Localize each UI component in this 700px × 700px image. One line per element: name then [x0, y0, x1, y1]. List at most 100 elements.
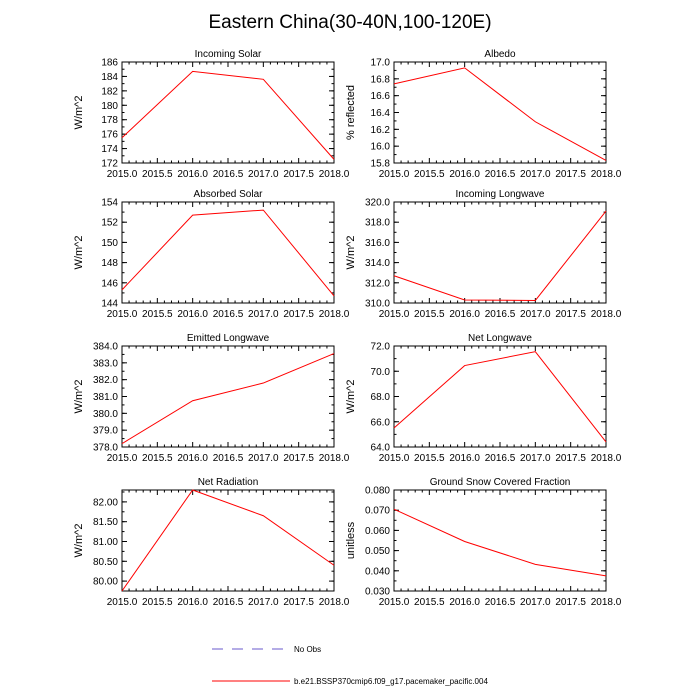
- chart-net-longwave: Net Longwave 2015.0 2015.5 2016.0 2016.5 2017…: [345, 333, 622, 464]
- x-tick-label: 2016.0: [449, 169, 480, 180]
- y-tick-label: 70.0: [371, 367, 391, 378]
- y-axis-label: W/m^2: [345, 236, 357, 270]
- x-tick-label: 2015.5: [414, 309, 445, 320]
- y-tick-label: 379.0: [93, 426, 118, 437]
- x-tick-label: 2018.0: [591, 597, 622, 608]
- y-tick-label: 184: [101, 72, 118, 83]
- x-tick-label: 2015.0: [107, 597, 138, 608]
- plot-frame: [393, 345, 607, 448]
- y-tick-label: 310.0: [365, 299, 390, 310]
- x-tick-label: 2015.5: [142, 453, 173, 464]
- y-tick-label: 81.50: [93, 517, 118, 528]
- x-tick-label: 2018.0: [591, 453, 622, 464]
- x-tick-label: 2016.5: [485, 169, 516, 180]
- y-tick-label: 320.0: [365, 198, 390, 209]
- y-axis-label: unitless: [345, 521, 357, 559]
- series-line: [121, 209, 335, 297]
- x-tick-label: 2016.0: [177, 309, 208, 320]
- plot-frame: [121, 201, 335, 304]
- series-line: [393, 67, 607, 161]
- y-tick-label: 146: [101, 278, 118, 289]
- figure-title: Eastern China(30-40N,100-120E): [208, 12, 491, 33]
- x-tick-label: 2015.0: [379, 453, 410, 464]
- y-axis-label: W/m^2: [73, 524, 85, 558]
- x-tick-label: 2015.5: [142, 169, 173, 180]
- y-tick-label: 154: [101, 198, 118, 209]
- y-tick-label: 186: [101, 58, 118, 69]
- y-tick-label: 15.8: [371, 159, 391, 170]
- y-axis-label: % reflected: [345, 85, 357, 140]
- x-tick-label: 2015.0: [107, 453, 138, 464]
- y-tick-label: 0.060: [365, 526, 390, 537]
- x-tick-label: 2018.0: [319, 453, 350, 464]
- y-tick-label: 16.6: [371, 91, 391, 102]
- chart-title: Incoming Solar: [195, 49, 262, 60]
- x-tick-label: 2017.0: [520, 169, 551, 180]
- y-tick-label: 384.0: [93, 342, 118, 353]
- series-line: [121, 353, 335, 445]
- y-tick-label: 182: [101, 86, 118, 97]
- x-tick-label: 2016.0: [177, 169, 208, 180]
- y-tick-label: 16.2: [371, 125, 391, 136]
- x-tick-label: 2016.0: [177, 453, 208, 464]
- y-tick-label: 378.0: [93, 443, 118, 454]
- x-tick-label: 2017.5: [555, 309, 586, 320]
- x-tick-label: 2017.5: [283, 597, 314, 608]
- x-tick-label: 2015.5: [414, 453, 445, 464]
- y-tick-label: 0.050: [365, 546, 390, 557]
- y-tick-label: 318.0: [365, 218, 390, 229]
- y-tick-label: 316.0: [365, 238, 390, 249]
- x-tick-label: 2016.5: [213, 169, 244, 180]
- y-tick-label: 80.00: [93, 577, 118, 588]
- x-tick-label: 2015.5: [142, 309, 173, 320]
- y-tick-label: 380.0: [93, 409, 118, 420]
- series-line: [393, 210, 607, 301]
- x-tick-label: 2015.0: [379, 597, 410, 608]
- x-tick-label: 2018.0: [319, 309, 350, 320]
- y-tick-label: 0.070: [365, 506, 390, 517]
- x-tick-label: 2015.5: [414, 597, 445, 608]
- y-tick-label: 176: [101, 130, 118, 141]
- x-tick-label: 2017.0: [248, 453, 279, 464]
- series-line: [121, 70, 335, 160]
- y-tick-label: 382.0: [93, 375, 118, 386]
- y-tick-label: 180: [101, 101, 118, 112]
- x-tick-label: 2016.0: [449, 597, 480, 608]
- y-axis-label: W/m^2: [73, 236, 85, 270]
- x-tick-label: 2017.0: [248, 597, 279, 608]
- x-tick-label: 2016.0: [177, 597, 208, 608]
- y-axis-label: W/m^2: [73, 380, 85, 414]
- x-tick-label: 2016.5: [213, 597, 244, 608]
- chart-emitted-longwave: Emitted Longwave 2015.0 2015.5 2016.0 2016.5…: [73, 333, 350, 464]
- plot-frame: [121, 345, 335, 448]
- y-tick-label: 150: [101, 238, 118, 249]
- y-tick-label: 178: [101, 115, 118, 126]
- y-tick-label: 17.0: [371, 58, 391, 69]
- plot-frame: [121, 61, 335, 164]
- x-tick-label: 2018.0: [591, 309, 622, 320]
- x-tick-label: 2015.0: [107, 309, 138, 320]
- y-tick-label: 68.0: [371, 392, 391, 403]
- x-tick-label: 2016.5: [213, 309, 244, 320]
- y-tick-label: 16.0: [371, 142, 391, 153]
- series-line: [393, 351, 607, 443]
- y-tick-label: 82.00: [93, 497, 118, 508]
- x-tick-label: 2017.5: [283, 169, 314, 180]
- x-tick-label: 2016.0: [449, 309, 480, 320]
- x-tick-label: 2015.5: [414, 169, 445, 180]
- x-tick-label: 2016.5: [485, 309, 516, 320]
- chart-title: Albedo: [484, 49, 516, 60]
- y-tick-label: 314.0: [365, 258, 390, 269]
- x-tick-label: 2016.5: [485, 453, 516, 464]
- x-tick-label: 2017.5: [555, 453, 586, 464]
- x-tick-label: 2017.0: [520, 453, 551, 464]
- x-tick-label: 2016.0: [449, 453, 480, 464]
- y-axis-label: W/m^2: [345, 380, 357, 414]
- legend: No Obs b.e21.BSSP370cmip6.f09_g17.pacema…: [212, 645, 488, 686]
- y-axis-label: W/m^2: [73, 96, 85, 130]
- chart-ground-snow-covered-fraction: Ground Snow Covered Fraction 2015.0 2015.5…: [345, 477, 622, 608]
- series-line: [393, 508, 607, 577]
- x-tick-label: 2017.0: [520, 597, 551, 608]
- x-tick-label: 2015.0: [379, 169, 410, 180]
